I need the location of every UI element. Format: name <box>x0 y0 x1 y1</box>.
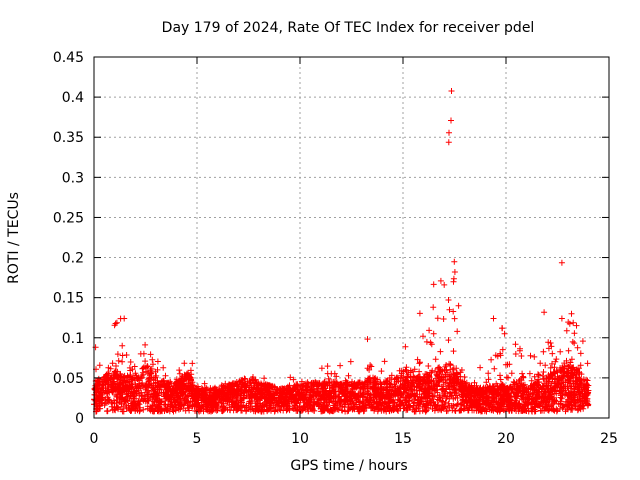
x-tick-label: 15 <box>394 431 412 447</box>
y-tick-label: 0.3 <box>62 170 84 186</box>
y-tick-label: 0.4 <box>62 90 84 106</box>
y-tick-label: 0.45 <box>53 50 84 66</box>
x-axis-label: GPS time / hours <box>290 458 407 474</box>
x-tick-label: 10 <box>291 431 309 447</box>
y-tick-label: 0.1 <box>62 331 84 347</box>
y-tick-label: 0.2 <box>62 251 84 267</box>
roti-marker-cloud <box>91 88 592 415</box>
x-tick-label: 25 <box>600 431 618 447</box>
plot-frame <box>93 56 610 419</box>
y-tick-label: 0.25 <box>53 210 84 226</box>
chart-title: Day 179 of 2024, Rate Of TEC Index for r… <box>162 20 535 36</box>
y-tick-label: 0.35 <box>53 130 84 146</box>
y-tick-label: 0.05 <box>53 371 84 387</box>
x-tick-label: 5 <box>193 431 202 447</box>
axis-ticks <box>93 56 610 419</box>
grid <box>94 57 609 418</box>
x-tick-label: 0 <box>90 431 99 447</box>
y-tick-label: 0 <box>75 411 84 427</box>
y-tick-labels: 0 0.05 0.1 0.15 0.2 0.25 0.3 0.35 0.4 0.45 <box>53 50 84 427</box>
y-axis-label: ROTI / TECUs <box>6 192 22 284</box>
x-tick-labels: 0 5 10 15 20 25 <box>90 431 618 447</box>
y-tick-label: 0.15 <box>53 291 84 307</box>
x-tick-label: 20 <box>497 431 515 447</box>
data-points <box>91 88 592 415</box>
